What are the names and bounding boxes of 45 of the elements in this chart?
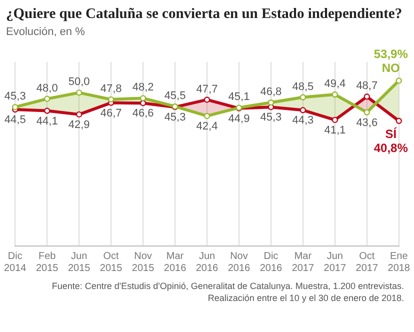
x-tick-label: Oct 2017 (356, 250, 378, 274)
data-label: 47,8 (100, 82, 122, 95)
x-tick-label: Jun 2017 (324, 250, 346, 274)
data-label: 47,7 (196, 83, 218, 96)
data-label: 48,2 (132, 82, 154, 94)
data-label: 49,4 (324, 78, 346, 90)
x-tick-label: Mar 2016 (164, 250, 187, 274)
data-label: 48,7 (356, 80, 378, 92)
x-tick-label: Oct 2015 (100, 250, 123, 274)
x-tick-label: Jun 2016 (196, 250, 219, 274)
data-label: 45,3 (4, 90, 26, 103)
data-label: 43,6 (356, 116, 378, 129)
data-label: 46,6 (132, 108, 154, 120)
data-label: 45,3 (260, 112, 282, 124)
chart-subtitle: Evolución, en % (6, 26, 86, 38)
x-tick-label: Nov 2015 (132, 250, 155, 274)
x-tick-label: Dic 2016 (260, 250, 283, 274)
x-tick-label: Ene 2018 (388, 250, 410, 274)
x-tick-label: Feb 2015 (36, 250, 59, 274)
data-label: 42,9 (68, 118, 90, 131)
source-note: Fuente: Centre d'Estudis d'Opinió, Generalitat de Catalunya. Muestra, 1.200 entrevistas. (50, 280, 404, 292)
data-label: 44,3 (292, 114, 314, 127)
x-tick-label: Dic 2014 (4, 250, 27, 274)
x-tick-label: Nov 2016 (228, 250, 251, 274)
data-label: 46,8 (260, 86, 282, 98)
series-label: SÍ (385, 127, 398, 142)
data-label: 45,5 (164, 90, 186, 102)
data-label: 45,3 (164, 112, 186, 124)
data-label: 45,1 (228, 91, 250, 104)
data-label: 48,5 (292, 80, 314, 93)
chart-title: ¿Quiere que Cataluña se convierta en un Estado independiente? (6, 6, 404, 23)
data-label: 41,1 (324, 124, 346, 136)
data-label: 42,4 (196, 120, 218, 133)
series-label: NO (382, 61, 400, 76)
x-tick-label: Jun 2015 (68, 250, 91, 274)
text: Realización entre el 10 y el 30 de enero de 2018. (206, 292, 404, 304)
data-label: 50,0 (68, 76, 90, 88)
data-label: 40,8% (374, 141, 408, 156)
data-label: 53,9% (374, 47, 408, 62)
data-label: 46,7 (100, 107, 122, 120)
data-label: 44,5 (4, 114, 26, 126)
data-label: 44,9 (228, 112, 250, 125)
data-label: 44,1 (36, 115, 58, 128)
x-tick-label: Mar 2017 (292, 250, 314, 274)
data-label: 48,0 (36, 82, 58, 94)
